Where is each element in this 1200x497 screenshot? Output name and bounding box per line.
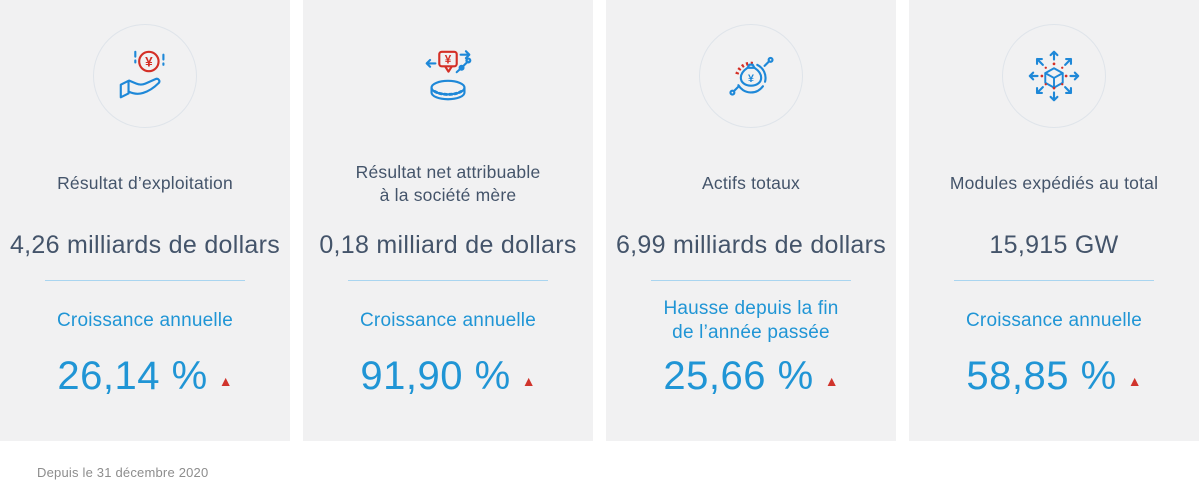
assets-gauge-icon: ¥ <box>729 56 774 96</box>
metric-value: 26,14 % <box>57 353 208 398</box>
icon-area: ¥ <box>303 0 593 152</box>
metric-value: 25,66 % <box>663 353 814 398</box>
icon-area <box>909 0 1199 152</box>
card-title: Résultat net attribuable à la société mè… <box>355 161 541 205</box>
metric-value: 58,85 % <box>966 353 1117 398</box>
metric-label: Croissance annuelle <box>966 310 1142 332</box>
icon-area: ¥ <box>606 0 896 152</box>
card-title: Modules expédiés au total <box>949 173 1159 194</box>
hand-holding-coin-icon: ¥ <box>119 50 165 99</box>
metric-divider <box>651 280 851 281</box>
metric-value: 91,90 % <box>360 353 511 398</box>
coin-exchange-icon: ¥ <box>425 50 472 101</box>
metric-label: Croissance annuelle <box>57 310 233 332</box>
card-value: 0,18 milliard de dollars <box>319 230 577 259</box>
icon-ring: ¥ <box>93 24 197 128</box>
trend-up-icon: ▲ <box>218 373 233 389</box>
card-title: Résultat d’exploitation <box>57 173 233 194</box>
kpi-cards-row: ¥ Résultat d’exploitation 4,26 milliards… <box>0 0 1199 441</box>
metric-divider <box>954 280 1154 281</box>
metric-divider <box>348 280 548 281</box>
metric-label: Hausse depuis la fin de l’année passée <box>663 298 839 343</box>
trend-up-icon: ▲ <box>521 373 536 389</box>
icon-ring: ¥ <box>699 24 803 128</box>
card-title: Actifs totaux <box>702 173 800 194</box>
metric-divider <box>45 280 245 281</box>
svg-text:¥: ¥ <box>145 54 153 69</box>
icon-ring <box>1002 24 1106 128</box>
svg-text:¥: ¥ <box>445 53 452 66</box>
svg-text:¥: ¥ <box>748 73 754 85</box>
trend-up-icon: ▲ <box>824 373 839 389</box>
trend-up-icon: ▲ <box>1127 373 1142 389</box>
card-value: 6,99 milliards de dollars <box>615 230 887 259</box>
stat-card-net-result: ¥ Résultat net attribuable à la société … <box>303 0 593 441</box>
card-value: 15,915 GW <box>989 230 1119 259</box>
card-value: 4,26 milliards de dollars <box>9 230 281 259</box>
icon-area: ¥ <box>0 0 290 152</box>
module-shipment-icon <box>1028 50 1080 102</box>
stat-card-operating-result: ¥ Résultat d’exploitation 4,26 milliards… <box>0 0 290 441</box>
stat-card-total-assets: ¥ Actifs totaux 6,99 milliards de dollar… <box>606 0 896 441</box>
icon-ring: ¥ <box>396 24 500 128</box>
stat-card-modules-shipped: Modules expédiés au total 15,915 GW Croi… <box>909 0 1199 441</box>
metric-label: Croissance annuelle <box>360 310 536 332</box>
footnote: Depuis le 31 décembre 2020 <box>37 465 209 480</box>
